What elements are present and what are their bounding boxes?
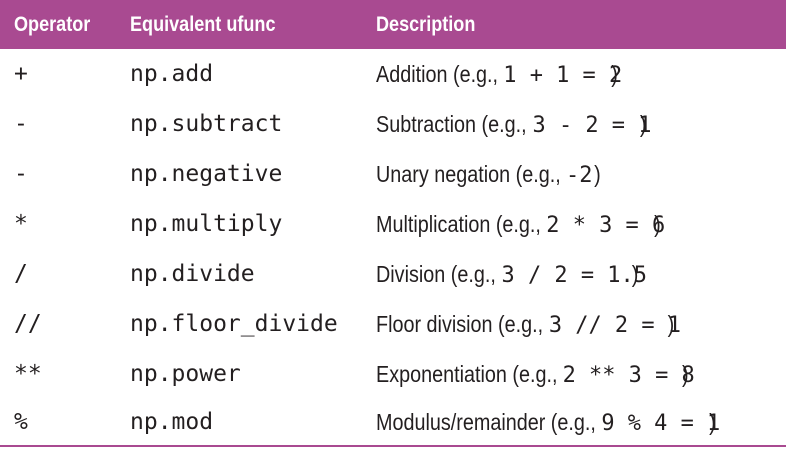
description-close: ) [631,261,639,287]
description-cell: Exponentiation (e.g., 2 ** 3 = 8) [376,349,695,399]
header-description: Description [376,13,476,36]
operator-cell: % [14,409,28,435]
ufunc-cell: np.mod [130,409,214,435]
description-example: 3 - 2 = 1 [532,113,652,138]
description-text: Subtraction (e.g., [376,111,533,137]
table-row: / np.divide Division (e.g., 3 / 2 = 1.5) [0,249,786,299]
table-row: * np.multiply Multiplication (e.g., 2 * … [0,199,786,249]
description-close: ) [611,61,618,87]
description-example: 2 ** 3 = 8 [562,363,696,388]
description-cell: Modulus/remainder (e.g., 9 % 4 = 1) [376,397,720,447]
operator-cell: + [14,61,28,87]
description-example: 3 / 2 = 1.5 [501,263,647,288]
description-close: ) [667,311,675,337]
description-text: Division (e.g., [376,261,502,287]
description-close: ) [594,161,601,187]
description-cell: Unary negation (e.g., -2) [376,149,601,199]
header-equivalent-ufunc: Equivalent ufunc [130,13,276,36]
table-header: Operator Equivalent ufunc Description [0,0,786,49]
table-row: % np.mod Modulus/remainder (e.g., 9 % 4 … [0,397,786,447]
ufunc-cell: np.negative [130,161,283,187]
description-text: Modulus/remainder (e.g., [376,409,602,435]
table-row: - np.subtract Subtraction (e.g., 3 - 2 =… [0,99,786,149]
operator-cell: - [14,111,28,137]
table-row: // np.floor_divide Floor division (e.g.,… [0,299,786,349]
table-row: ** np.power Exponentiation (e.g., 2 ** 3… [0,349,786,399]
description-cell: Floor division (e.g., 3 // 2 = 1) [376,299,681,349]
description-example: 9 % 4 = 1 [601,411,721,436]
operator-cell: - [14,161,28,187]
description-close: ) [682,361,689,387]
description-close: ) [654,211,661,237]
description-text: Exponentiation (e.g., [376,361,563,387]
description-cell: Division (e.g., 3 / 2 = 1.5) [376,249,647,299]
description-example: 3 // 2 = 1 [548,313,681,338]
table-row: - np.negative Unary negation (e.g., -2) [0,149,786,199]
description-example: 1 + 1 = 2 [503,63,623,88]
ufunc-cell: np.floor_divide [130,311,338,337]
operator-cell: * [14,211,28,237]
description-cell: Multiplication (e.g., 2 * 3 = 6) [376,199,665,249]
description-example: -2 [566,163,593,188]
description-close: ) [639,111,647,137]
description-close: ) [709,409,716,435]
description-text: Multiplication (e.g., [376,211,547,237]
description-cell: Subtraction (e.g., 3 - 2 = 1) [376,99,651,149]
description-example: 2 * 3 = 6 [546,213,666,238]
operator-cell: // [14,311,42,337]
header-operator: Operator [14,13,91,36]
ufunc-cell: np.subtract [130,111,283,137]
operator-cell: ** [14,361,42,387]
description-text: Floor division (e.g., [376,311,549,337]
ufunc-cell: np.divide [130,261,255,287]
ufunc-cell: np.multiply [130,211,283,237]
ufunc-cell: np.power [130,361,241,387]
description-cell: Addition (e.g., 1 + 1 = 2) [376,49,622,99]
table-bottom-rule [0,445,786,447]
table-row: + np.add Addition (e.g., 1 + 1 = 2) [0,49,786,99]
description-text: Addition (e.g., [376,61,504,87]
description-text: Unary negation (e.g., [376,161,567,187]
ufunc-cell: np.add [130,61,214,87]
operator-cell: / [14,261,28,287]
